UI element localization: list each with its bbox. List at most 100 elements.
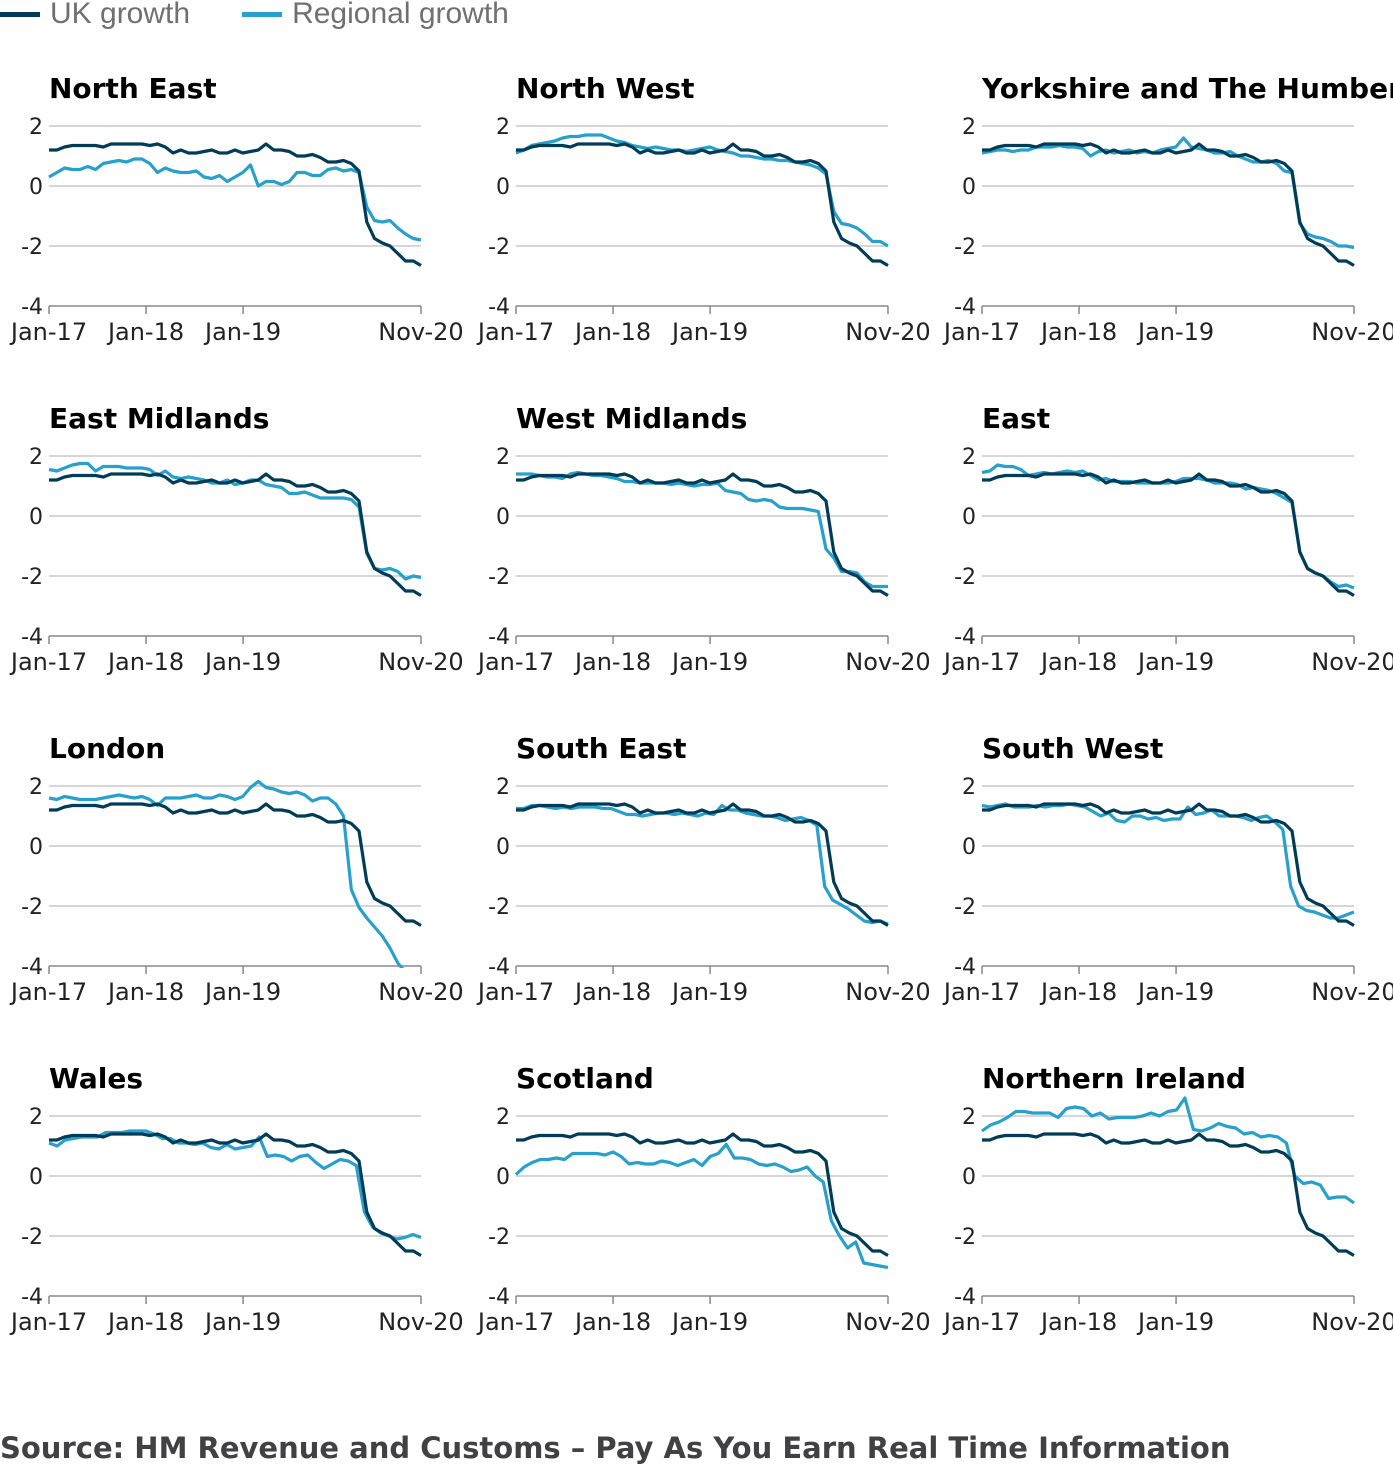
y-tick-label: -4 xyxy=(21,1285,43,1310)
x-tick-label: Nov-20 xyxy=(845,1308,930,1336)
legend-label-regional: Regional growth xyxy=(292,0,509,30)
y-tick-label: 2 xyxy=(962,445,976,470)
legend-swatch-uk xyxy=(0,11,40,17)
x-tick-label: Jan-18 xyxy=(106,648,184,676)
panel-title: East xyxy=(982,402,1050,435)
y-tick-label: 0 xyxy=(496,835,510,860)
legend-item-uk: UK growth xyxy=(0,0,190,31)
x-tick-label: Jan-17 xyxy=(476,978,554,1006)
x-tick-label: Jan-18 xyxy=(106,318,184,346)
y-tick-label: 0 xyxy=(29,1165,43,1190)
panel-title: South West xyxy=(982,732,1163,765)
y-tick-label: 0 xyxy=(962,835,976,860)
y-tick-label: -4 xyxy=(954,625,976,650)
y-tick-label: 2 xyxy=(29,775,43,800)
x-tick-label: Jan-18 xyxy=(106,1308,184,1336)
y-tick-label: 0 xyxy=(496,175,510,200)
y-tick-label: 0 xyxy=(962,1165,976,1190)
panel-title: London xyxy=(49,732,165,765)
x-tick-label: Jan-18 xyxy=(573,1308,651,1336)
x-tick-label: Jan-19 xyxy=(670,318,748,346)
y-tick-label: -4 xyxy=(954,295,976,320)
x-tick-label: Nov-20 xyxy=(845,978,930,1006)
uk-growth-line xyxy=(982,142,1355,267)
y-tick-label: -4 xyxy=(21,625,43,650)
y-tick-label: -2 xyxy=(488,565,510,590)
y-tick-label: 2 xyxy=(496,1105,510,1130)
regional-growth-line xyxy=(981,802,1355,920)
panel-title: South East xyxy=(516,732,686,765)
y-tick-label: 0 xyxy=(496,1165,510,1190)
x-tick-label: Jan-19 xyxy=(670,1308,748,1336)
panel-title: North West xyxy=(516,72,694,105)
x-tick-label: Jan-18 xyxy=(106,978,184,1006)
regional-growth-line xyxy=(516,470,888,589)
legend-label-uk: UK growth xyxy=(50,0,191,30)
y-tick-label: -4 xyxy=(488,295,510,320)
x-tick-label: Jan-19 xyxy=(1136,1308,1214,1336)
legend-item-regional: Regional growth xyxy=(242,0,509,31)
uk-growth-line xyxy=(516,1132,889,1257)
y-tick-label: -2 xyxy=(488,235,510,260)
x-tick-label: Jan-17 xyxy=(9,1308,87,1336)
y-tick-label: 2 xyxy=(962,1105,976,1130)
y-tick-label: 2 xyxy=(29,1105,43,1130)
y-tick-label: -4 xyxy=(954,1285,976,1310)
regional-growth-line xyxy=(981,136,1355,250)
y-tick-label: -4 xyxy=(488,955,510,980)
x-tick-label: Jan-18 xyxy=(573,978,651,1006)
y-tick-label: -2 xyxy=(954,565,976,590)
uk-growth-line xyxy=(49,802,422,927)
regional-growth-line xyxy=(48,779,405,968)
x-tick-label: Jan-19 xyxy=(203,978,281,1006)
x-tick-label: Jan-18 xyxy=(1039,318,1117,346)
regional-growth-line xyxy=(48,1129,422,1241)
uk-growth-line xyxy=(49,142,422,267)
x-tick-label: Jan-17 xyxy=(942,978,1020,1006)
regional-growth-line xyxy=(516,803,889,926)
x-tick-label: Jan-17 xyxy=(476,318,554,346)
y-tick-label: -4 xyxy=(21,295,43,320)
x-tick-label: Jan-19 xyxy=(1136,648,1214,676)
uk-growth-line xyxy=(516,802,889,927)
y-tick-label: -2 xyxy=(954,235,976,260)
x-tick-label: Nov-20 xyxy=(378,648,463,676)
x-tick-label: Jan-17 xyxy=(476,648,554,676)
legend: UK growth Regional growth xyxy=(0,0,561,34)
panel-title: North East xyxy=(49,72,217,105)
x-tick-label: Jan-18 xyxy=(573,318,651,346)
panel-title: East Midlands xyxy=(49,402,269,435)
legend-swatch-regional xyxy=(242,11,283,17)
panel-title: Yorkshire and The Humber xyxy=(981,72,1393,105)
y-tick-label: 0 xyxy=(496,505,510,530)
x-tick-label: Jan-19 xyxy=(1136,978,1214,1006)
x-tick-label: Nov-20 xyxy=(1311,318,1393,346)
regional-growth-line xyxy=(981,463,1355,590)
y-tick-label: 0 xyxy=(29,505,43,530)
x-tick-label: Jan-17 xyxy=(9,648,87,676)
x-tick-label: Jan-18 xyxy=(573,648,651,676)
x-tick-label: Nov-20 xyxy=(1311,648,1393,676)
x-tick-label: Nov-20 xyxy=(378,1308,463,1336)
y-tick-label: 2 xyxy=(29,445,43,470)
panel-title: West Midlands xyxy=(516,402,747,435)
uk-growth-line xyxy=(982,802,1355,927)
y-tick-label: -4 xyxy=(954,955,976,980)
x-tick-label: Nov-20 xyxy=(845,648,930,676)
y-tick-label: -2 xyxy=(954,895,976,920)
y-tick-label: -4 xyxy=(488,1285,510,1310)
x-tick-label: Nov-20 xyxy=(1311,978,1393,1006)
y-tick-label: -2 xyxy=(21,1225,43,1250)
